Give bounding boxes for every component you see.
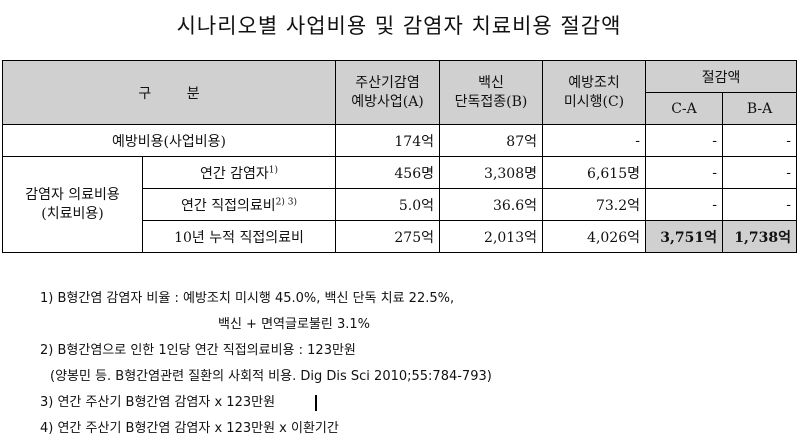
footnote-2: 2) B형간염으로 인한 1인당 연간 직접의료비용 : 123만원 bbox=[40, 343, 356, 358]
page-title: 시나리오별 사업비용 및 감염자 치료비용 절감액 bbox=[176, 14, 622, 38]
table-row: 예방비용(사업비용) 174억 87억 - - - bbox=[2, 124, 798, 157]
header-savings: 절감액 bbox=[644, 60, 798, 93]
cell-a: 5.0억 bbox=[335, 188, 440, 221]
text-cursor bbox=[315, 394, 318, 411]
footnote-1-cont: 백신 + 면역글로불린 3.1% bbox=[218, 317, 370, 332]
cell-ca: - bbox=[645, 188, 723, 221]
cell-ba: - bbox=[721, 188, 798, 221]
cell-c: 73.2억 bbox=[542, 188, 646, 221]
cell-ba: - bbox=[721, 156, 798, 189]
prevention-label: 예방비용(사업비용) bbox=[2, 124, 336, 157]
cell-ca: - bbox=[645, 156, 723, 189]
header-col-b: 백신 단독접종(B) bbox=[439, 60, 543, 125]
header-c-minus-a: C-A bbox=[645, 92, 723, 125]
cell-b: 87억 bbox=[439, 124, 543, 157]
cell-c: 6,615명 bbox=[542, 156, 646, 189]
footnotes: 1) B형간염 감염자 비율 : 예방조치 미시행 45.0%, 백신 단독 치… bbox=[40, 286, 780, 442]
footnote-3: 3) 연간 주산기 B형간염 감염자 x 123만원 bbox=[40, 390, 780, 416]
cell-c: 4,026억 bbox=[542, 220, 646, 253]
table-row: 감염자 의료비용 (치료비용) 연간 감염자1) 456명 3,308명 6,6… bbox=[2, 156, 798, 253]
cell-b: 3,308명 bbox=[439, 156, 543, 189]
footnote-4: 4) 연간 주산기 B형간염 감염자 x 123만원 x 이환기간 bbox=[40, 421, 339, 436]
group-label: 감염자 의료비용 (치료비용) bbox=[2, 156, 143, 253]
header-col-c: 예방조치 미시행(C) bbox=[542, 60, 646, 125]
row-label: 연간 감염자1) bbox=[142, 156, 336, 189]
footnote-2-source: (양봉민 등. B형간염관련 질환의 사회적 비용. Dig Dis Sci 2… bbox=[50, 369, 492, 384]
header-b-minus-a: B-A bbox=[721, 92, 798, 125]
cost-table: 구 분 주산기감염 예방사업(A) 백신 단독접종(B) 예방조치 미시행(C)… bbox=[2, 60, 798, 253]
table-row: 10년 누적 직접의료비 275억 2,013억 4,026억 3,751억 1… bbox=[3, 220, 798, 253]
table-row: 연간 직접의료비2) 3) 5.0억 36.6억 73.2억 - - bbox=[3, 188, 798, 221]
cell-a: 456명 bbox=[335, 156, 440, 189]
cell-c: - bbox=[542, 124, 646, 157]
header-category: 구 분 bbox=[2, 60, 336, 125]
row-label: 연간 직접의료비2) 3) bbox=[142, 188, 336, 221]
footnote-1: 1) B형간염 감염자 비율 : 예방조치 미시행 45.0%, 백신 단독 치… bbox=[40, 291, 455, 306]
cell-ca: 3,751억 bbox=[645, 220, 723, 253]
cell-b: 2,013억 bbox=[439, 220, 543, 253]
header-col-a: 주산기감염 예방사업(A) bbox=[335, 60, 440, 125]
cell-ba: 1,738억 bbox=[721, 220, 798, 253]
cell-a: 275억 bbox=[335, 220, 440, 253]
row-label: 10년 누적 직접의료비 bbox=[142, 220, 336, 253]
cell-ba: - bbox=[721, 124, 798, 157]
cell-a: 174억 bbox=[335, 124, 440, 157]
cell-b: 36.6억 bbox=[439, 188, 543, 221]
cell-ca: - bbox=[645, 124, 723, 157]
